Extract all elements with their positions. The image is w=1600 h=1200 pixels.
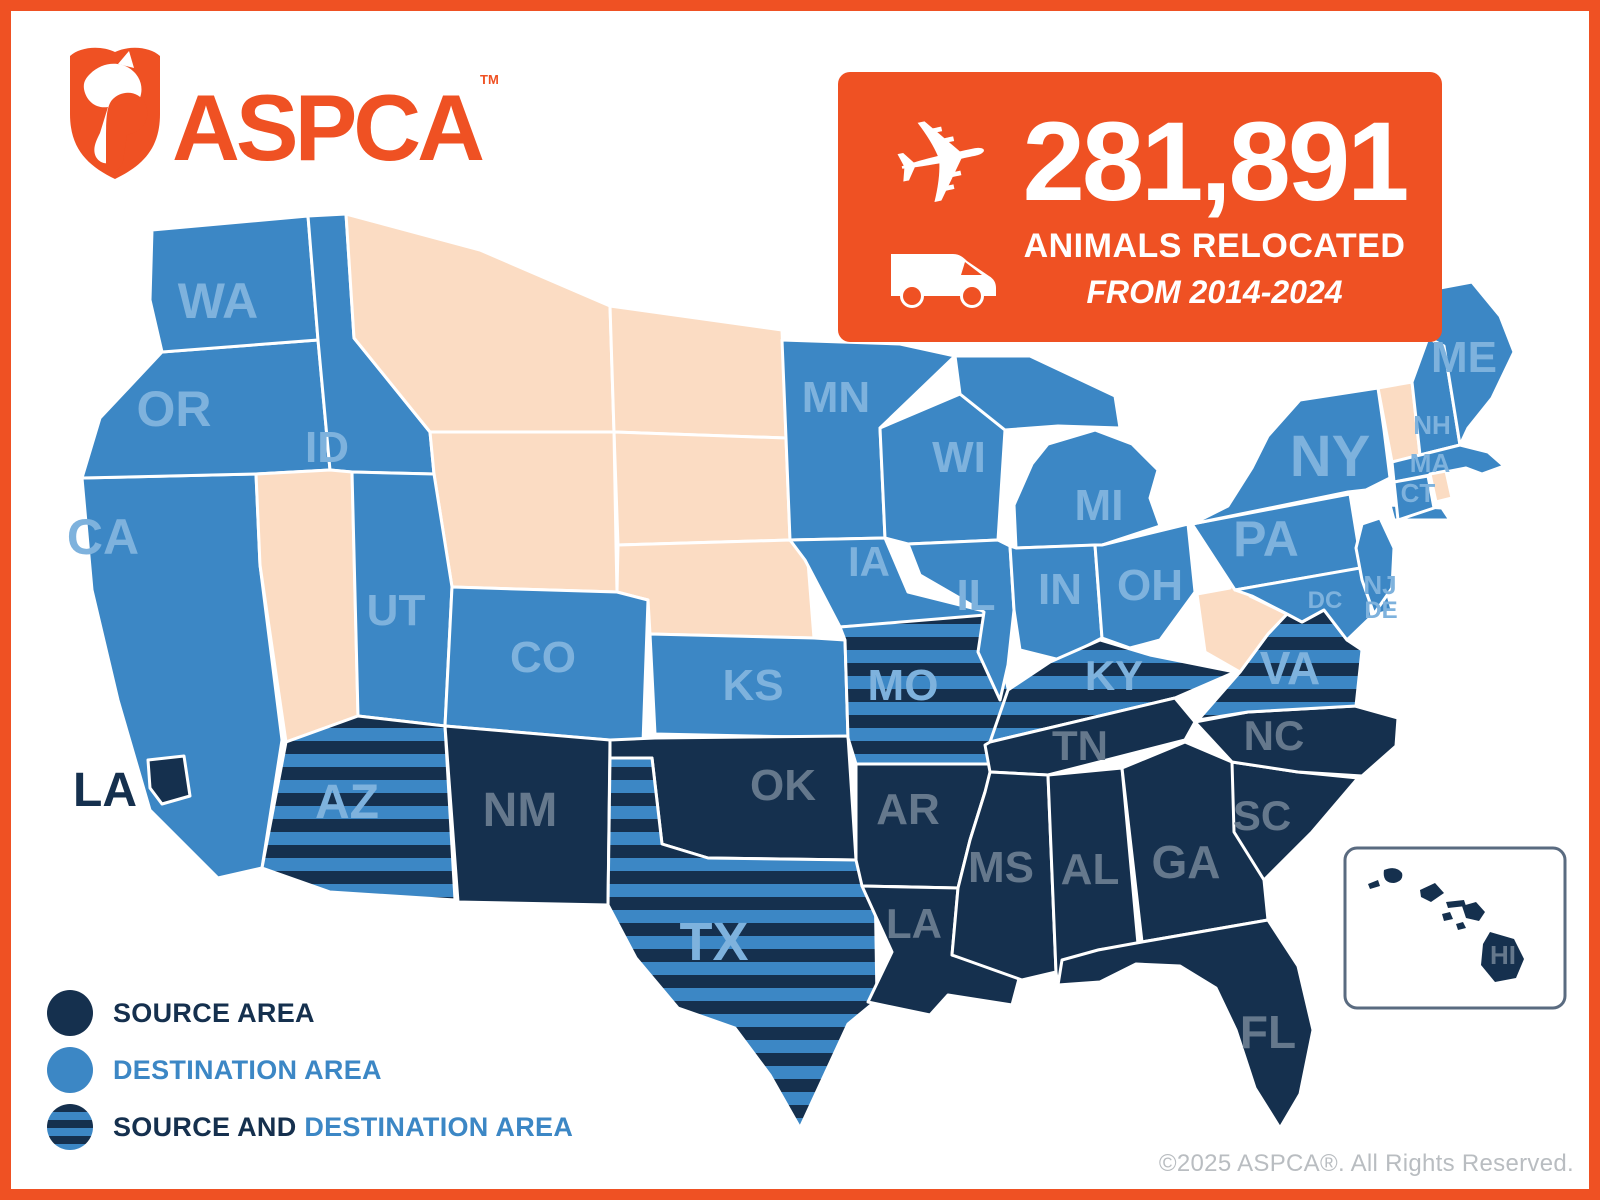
state-label-az: AZ — [315, 776, 379, 829]
relocated-period: FROM 2014-2024 — [1086, 273, 1343, 310]
legend-item-source: SOURCE AREA — [47, 990, 573, 1036]
state-me — [1426, 280, 1516, 447]
stat-text-column: 281,891 ANIMALS RELOCATED FROM 2014-2024 — [1013, 72, 1442, 342]
relocated-label: ANIMALS RELOCATED — [1023, 226, 1406, 265]
state-label-tx: TX — [679, 912, 748, 972]
aspca-logo-graphic: ASPCA TM — [70, 47, 499, 180]
aspca-logo: ASPCA TM — [60, 42, 530, 202]
state-label-tn: TN — [1052, 722, 1108, 769]
state-label-or: OR — [137, 381, 212, 437]
hawaii-inset: HI — [1343, 846, 1567, 1010]
stat-icons-column: ✈ — [838, 72, 1013, 342]
legend-item-source-and-destination: SOURCE AND DESTINATION AREA — [47, 1104, 573, 1150]
stat-callout-box: ✈ 281,891 ANIMALS RELOCATED FROM 2014-20… — [838, 72, 1442, 342]
state-label-fl: FL — [1240, 1006, 1296, 1058]
state-fl — [1056, 918, 1315, 1130]
state-label-wa: WA — [178, 273, 259, 329]
state-label-mn: MN — [802, 373, 870, 422]
state-label-ky: KY — [1085, 652, 1143, 699]
state-label-ia: IA — [848, 538, 890, 585]
state-label-mo: MO — [868, 661, 939, 710]
hawaii-island-7 — [1481, 932, 1524, 982]
state-label-nm: NM — [483, 784, 558, 837]
copyright-text: ©2025 ASPCA®. All Rights Reserved. — [1158, 1150, 1574, 1177]
state-label-ny: NY — [1290, 424, 1371, 489]
state-ct — [1392, 474, 1436, 522]
state-label-ma: MA — [1410, 448, 1451, 478]
state-label-dc: DC — [1308, 587, 1343, 614]
state-az — [260, 714, 457, 902]
state-co — [443, 585, 650, 745]
state-nd — [608, 304, 788, 440]
hawaii-island-0 — [1368, 880, 1380, 889]
state-label-ut: UT — [367, 586, 426, 635]
los-angeles-label: LA — [73, 764, 137, 817]
state-label-ms: MS — [968, 843, 1034, 892]
state-label-co: CO — [510, 633, 576, 682]
state-label-nc: NC — [1244, 712, 1305, 759]
state-wy — [428, 430, 619, 594]
state-il — [906, 538, 1016, 702]
state-label-va: VA — [1260, 642, 1321, 694]
legend-item-destination: DESTINATION AREA — [47, 1047, 573, 1093]
aspca-trademark: TM — [480, 72, 499, 87]
state-wa — [148, 214, 320, 354]
destination-swatch-icon — [47, 1047, 93, 1093]
state-labels-layer: CA OR WA ID UT CO AZ NM KS OK TX MN IA MO AR LA WI IL MI IN… — [67, 273, 1497, 1058]
state-label-ca: CA — [67, 509, 139, 565]
hawaii-island-4 — [1442, 912, 1453, 921]
state-label-ks: KS — [722, 661, 783, 710]
legend-label: SOURCE AND DESTINATION AREA — [113, 1111, 574, 1142]
airplane-icon: ✈ — [879, 83, 1006, 239]
state-label-id: ID — [305, 423, 349, 472]
hawaii-island-1 — [1383, 868, 1403, 883]
legend-label: DESTINATION AREA — [113, 1054, 382, 1085]
transport-van-icon — [890, 254, 996, 308]
state-ri — [1428, 469, 1454, 504]
hawaii-island-3 — [1446, 900, 1466, 908]
state-label-de: DE — [1364, 597, 1397, 624]
legend-label: SOURCE AREA — [113, 997, 315, 1028]
hawaii-island-6 — [1462, 902, 1485, 921]
aspca-wordmark: ASPCA — [172, 75, 483, 180]
state-label-ct: CT — [1401, 478, 1436, 508]
state-label-nh: NH — [1413, 410, 1451, 440]
state-label-il: IL — [956, 571, 995, 620]
state-oh — [1093, 522, 1197, 650]
state-ky — [988, 638, 1237, 744]
state-label-oh: OH — [1117, 561, 1183, 610]
los-angeles-area — [146, 754, 192, 806]
hawaii-island-5 — [1456, 922, 1466, 930]
state-label-ga: GA — [1152, 836, 1221, 888]
state-label-me: ME — [1431, 333, 1497, 382]
state-label-nj: NJ — [1363, 570, 1396, 600]
state-label-al: AL — [1061, 845, 1120, 894]
state-label-wi: WI — [932, 433, 986, 482]
hawaii-island-2 — [1420, 883, 1444, 902]
state-label-ar: AR — [876, 785, 940, 834]
aspca-shield-icon — [70, 47, 160, 179]
hawaii-inset-box — [1343, 846, 1567, 1010]
state-tx — [606, 756, 879, 1130]
map-legend: SOURCE AREA DESTINATION AREA SOURCE AND … — [47, 990, 573, 1161]
state-shapes-layer — [80, 212, 1516, 1130]
state-label-la: LA — [886, 900, 942, 947]
state-nj — [1354, 516, 1396, 616]
source-swatch-icon — [47, 990, 93, 1036]
state-label-ok: OK — [750, 761, 816, 810]
state-label-pa: PA — [1233, 511, 1299, 567]
state-label-sc: SC — [1233, 792, 1291, 839]
state-mi — [953, 354, 1162, 550]
source-destination-swatch-icon — [47, 1104, 93, 1150]
state-label-in: IN — [1038, 565, 1082, 614]
state-sd — [612, 430, 792, 547]
state-label-hi: HI — [1490, 940, 1516, 970]
relocated-count: 281,891 — [1022, 99, 1410, 225]
state-label-mi: MI — [1075, 481, 1124, 530]
